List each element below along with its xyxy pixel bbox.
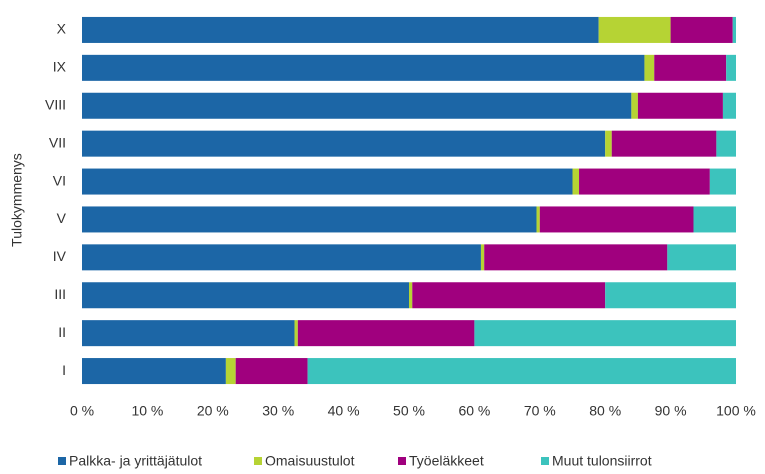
y-tick-label: II [58,324,66,340]
bar-segment [732,16,736,43]
bar-segment [82,320,295,347]
bar-segment [579,168,710,195]
bar-segment [654,54,727,81]
legend-swatch [254,457,262,465]
bar-segment [637,92,723,119]
bar-segment [484,244,668,271]
legend-label: Muut tulonsiirrot [552,453,652,469]
y-tick-label: III [54,286,66,302]
bar-segment [480,244,485,271]
bar-segment [82,282,409,309]
legend-swatch [58,457,66,465]
bar-segment [709,168,736,195]
legend-label: Palkka- ja yrittäjätulot [69,453,202,469]
bar-segment [605,130,612,157]
bar-segment [307,358,736,385]
bar-segment [82,130,606,157]
bar-segment [670,16,733,43]
y-tick-label: X [57,21,67,37]
bar-segment [693,206,736,233]
bar-segment [667,244,736,271]
y-tick-label: VI [53,172,66,188]
x-tick-label: 100 % [716,403,756,419]
bar-segment [598,16,671,43]
bar-segment [536,206,540,233]
x-tick-label: 0 % [70,403,94,419]
bar-segment [539,206,694,233]
bar-segment [726,54,736,81]
legend-label: Omaisuustulot [265,453,355,469]
bar-segment [235,358,308,385]
x-tick-label: 30 % [262,403,294,419]
y-tick-label: VIII [45,96,66,112]
bar-segment [225,358,236,385]
y-tick-label: I [62,362,66,378]
x-tick-label: 40 % [328,403,360,419]
bar-segment [644,54,655,81]
x-tick-label: 90 % [655,403,687,419]
legend-swatch [541,457,549,465]
bar-segment [82,54,645,81]
bar-segment [631,92,638,119]
y-axis-label: Tulokymmenys [9,153,25,247]
bar-segment [82,92,632,119]
bar-segment [82,168,573,195]
x-tick-label: 60 % [458,403,490,419]
y-tick-label: IX [53,59,67,75]
bar-segment [716,130,736,157]
bar-segment [82,358,226,385]
bar-segment [82,206,537,233]
bar-segment [82,16,599,43]
bar-segment [605,282,736,309]
bar-segment [294,320,298,347]
bar-segment [412,282,606,309]
y-tick-label: VII [49,134,66,150]
legend-label: Työeläkkeet [409,453,484,469]
x-tick-label: 50 % [393,403,425,419]
x-tick-label: 10 % [131,403,163,419]
bar-segment [474,320,736,347]
x-tick-label: 70 % [524,403,556,419]
legend-swatch [398,457,406,465]
bar-segment [611,130,717,157]
bar-segment [82,244,481,271]
bar-segment [297,320,475,347]
x-tick-label: 80 % [589,403,621,419]
bar-segment [409,282,413,309]
bar-segment [572,168,580,195]
y-tick-label: IV [53,248,67,264]
bar-segment [722,92,736,119]
x-tick-label: 20 % [197,403,229,419]
y-tick-label: V [57,210,67,226]
